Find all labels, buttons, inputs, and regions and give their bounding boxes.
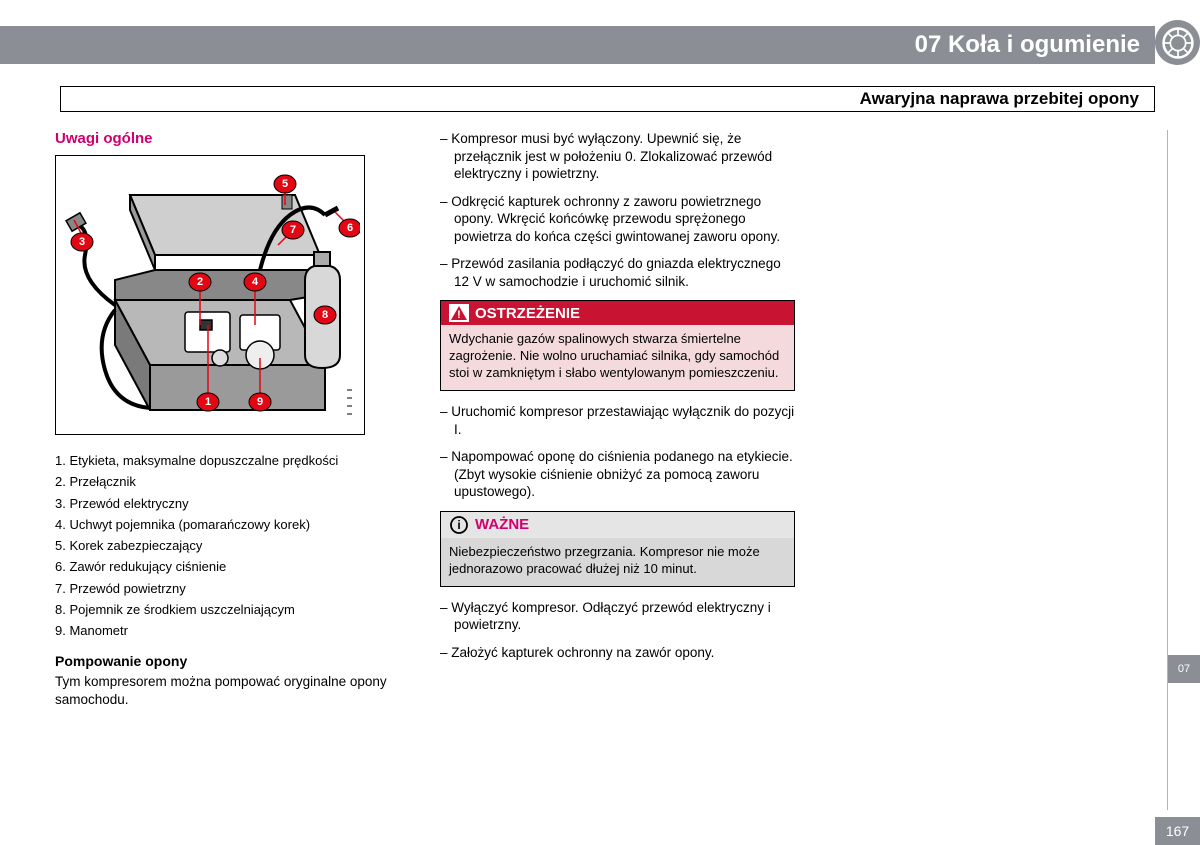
side-tab: 07	[1168, 655, 1200, 683]
warning-body: Wdychanie gazów spalinowych stwarza śmie…	[441, 325, 794, 390]
legend-list: 1. Etykieta, maksymalne dopuszczalne prę…	[55, 453, 410, 639]
list-item: Założyć kapturek ochronny na zawór opony…	[440, 644, 795, 662]
list-item: Przewód zasilania podłączyć do gniazda e…	[440, 255, 795, 290]
list-item: Napompować oponę do ciśnienia podanego n…	[440, 448, 795, 501]
compressor-diagram: 1 2 3 4 5 6 7 8 9	[55, 155, 365, 435]
list-item: Kompresor musi być wyłączony. Upewnić si…	[440, 130, 795, 183]
svg-text:7: 7	[290, 224, 296, 236]
warning-box: ! OSTRZEŻENIE Wdychanie gazów spalinowyc…	[440, 300, 795, 391]
content-columns: Uwagi ogólne	[55, 130, 795, 708]
svg-text:5: 5	[282, 178, 288, 190]
body-text: Tym kompresorem można pompować oryginaln…	[55, 673, 410, 708]
important-info-icon: i	[449, 515, 469, 535]
chapter-title: 07 Koła i ogumienie	[915, 31, 1140, 59]
important-label: WAŻNE	[475, 516, 529, 533]
list-item: Uruchomić kompresor przestawiając wyłącz…	[440, 403, 795, 438]
legend-item: 1. Etykieta, maksymalne dopuszczalne prę…	[55, 453, 410, 469]
important-header: i WAŻNE	[441, 512, 794, 538]
legend-item: 7. Przewód powietrzny	[55, 581, 410, 597]
warning-label: OSTRZEŻENIE	[475, 305, 580, 322]
legend-item: 6. Zawór redukujący ciśnienie	[55, 559, 410, 575]
column-right: Kompresor musi być wyłączony. Upewnić si…	[440, 130, 795, 708]
svg-text:8: 8	[322, 309, 328, 321]
list-item: Wyłączyć kompresor. Odłączyć przewód ele…	[440, 599, 795, 634]
list-item: Odkręcić kapturek ochronny z zaworu powi…	[440, 193, 795, 246]
tire-icon	[1155, 20, 1200, 65]
svg-text:3: 3	[79, 236, 85, 248]
legend-item: 8. Pojemnik ze środkiem uszczelniającym	[55, 602, 410, 618]
svg-text:2: 2	[197, 276, 203, 288]
svg-text:9: 9	[257, 396, 263, 408]
svg-text:1: 1	[205, 396, 211, 408]
svg-text:i: i	[457, 518, 460, 532]
svg-text:6: 6	[347, 222, 353, 234]
legend-item: 3. Przewód elektryczny	[55, 496, 410, 512]
warning-header: ! OSTRZEŻENIE	[441, 301, 794, 325]
legend-item: 2. Przełącznik	[55, 474, 410, 490]
page-subtitle: Awaryjna naprawa przebitej opony	[860, 89, 1139, 109]
svg-text:!: !	[457, 309, 461, 320]
important-box: i WAŻNE Niebezpieczeństwo przegrzania. K…	[440, 511, 795, 587]
section-heading: Uwagi ogólne	[55, 130, 410, 147]
legend-item: 4. Uchwyt pojemnika (pomarańczowy korek)	[55, 517, 410, 533]
legend-item: 9. Manometr	[55, 623, 410, 639]
chapter-header: 07 Koła i ogumienie	[0, 26, 1155, 64]
page-number: 167	[1155, 817, 1200, 845]
svg-text:4: 4	[252, 276, 259, 288]
side-divider	[1167, 130, 1168, 810]
subtitle-box: Awaryjna naprawa przebitej opony	[60, 86, 1155, 112]
column-left: Uwagi ogólne	[55, 130, 410, 708]
legend-item: 5. Korek zabezpieczający	[55, 538, 410, 554]
important-body: Niebezpieczeństwo przegrzania. Kompresor…	[441, 538, 794, 586]
warning-triangle-icon: !	[449, 304, 469, 322]
sub-heading: Pompowanie opony	[55, 653, 410, 669]
